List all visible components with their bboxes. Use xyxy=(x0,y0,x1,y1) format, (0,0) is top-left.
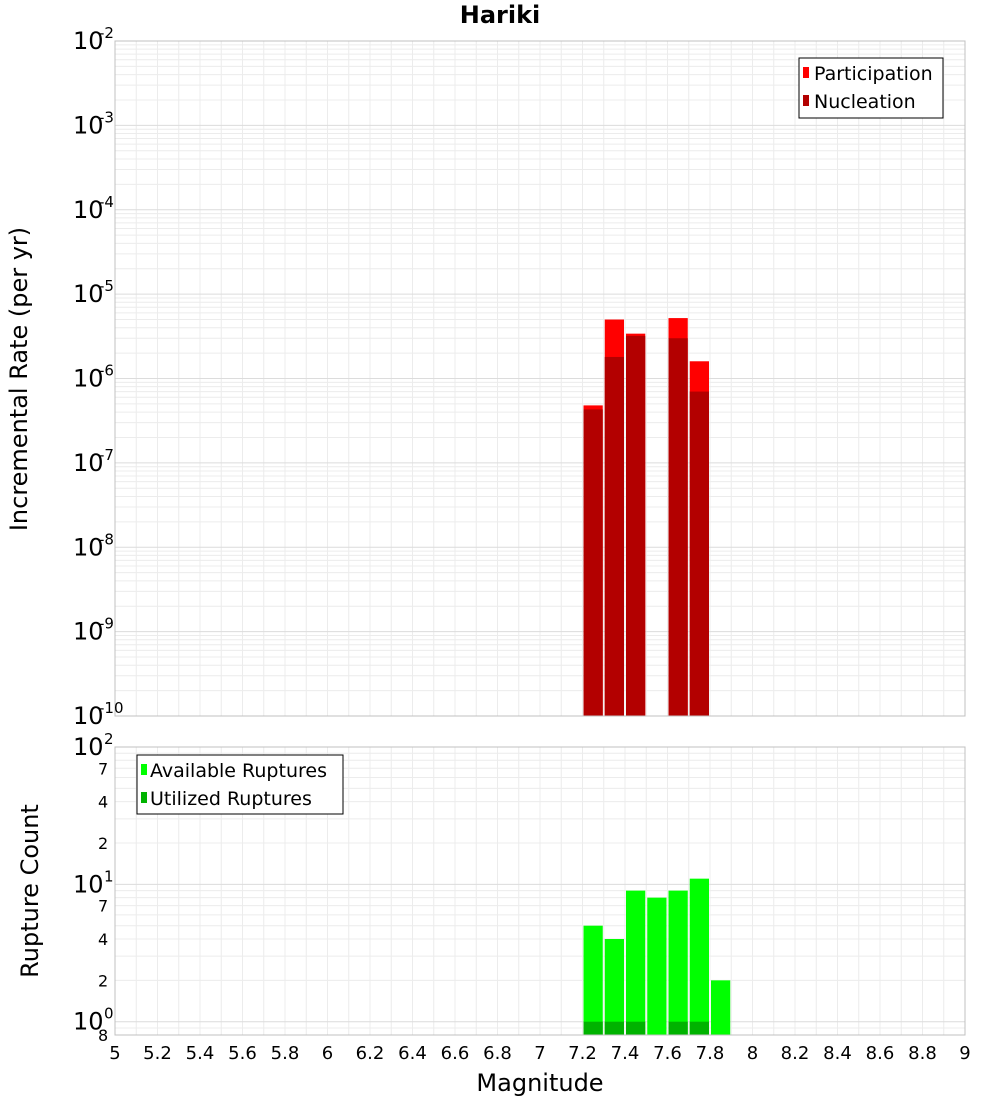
rate-plot-grid xyxy=(114,41,966,717)
x-tick-label: 8.8 xyxy=(908,1043,937,1064)
y-tick-minor-label: 2 xyxy=(98,971,108,990)
x-tick-label: 5.4 xyxy=(186,1043,215,1064)
x-tick-label: 5.6 xyxy=(228,1043,257,1064)
legend-label-utilized-ruptures: Utilized Ruptures xyxy=(150,788,312,810)
available-ruptures-bar xyxy=(583,925,603,1035)
utilized-ruptures-bar xyxy=(626,1021,646,1035)
y-tick-minor-label: 4 xyxy=(98,930,108,949)
y-tick-label: 10 xyxy=(73,27,104,55)
x-tick-label: 7 xyxy=(534,1043,545,1064)
rate-legend-box xyxy=(798,57,944,119)
x-tick-label: 5.8 xyxy=(271,1043,300,1064)
x-tick-label: 7.8 xyxy=(696,1043,725,1064)
y-tick-label: 10 xyxy=(73,365,104,393)
y-tick-exponent: -2 xyxy=(99,24,114,42)
x-tick-label: 7.6 xyxy=(653,1043,682,1064)
rate-plot-bars xyxy=(583,318,709,716)
utilized-ruptures-bar xyxy=(583,1021,603,1035)
nucleation-bar xyxy=(626,335,646,716)
available-ruptures-bar xyxy=(604,939,624,1035)
y-tick-exponent: -7 xyxy=(99,446,114,464)
x-tick-label: 8.4 xyxy=(823,1043,852,1064)
available-ruptures-bar xyxy=(626,890,646,1035)
y-tick-exponent: -6 xyxy=(99,362,114,380)
nucleation-bar xyxy=(604,356,624,716)
nucleation-bar xyxy=(668,338,688,716)
rupture-legend-box xyxy=(136,754,344,815)
y-tick-label: 10 xyxy=(73,280,104,308)
y-tick-exponent: -3 xyxy=(99,108,114,126)
legend-label-available-ruptures: Available Ruptures xyxy=(150,760,327,782)
legend-swatch-participation xyxy=(803,67,809,78)
x-tick-label: 7.4 xyxy=(611,1043,640,1064)
y-tick-exponent: 1 xyxy=(104,867,114,885)
x-tick-label: 7.2 xyxy=(568,1043,597,1064)
legend-swatch-nucleation xyxy=(803,95,809,106)
y-tick-label: 10 xyxy=(73,733,104,761)
y-tick-label: 10 xyxy=(73,702,104,730)
y-tick-label: 10 xyxy=(73,533,104,561)
nucleation-bar xyxy=(583,409,603,716)
rupture-legend: Available Ruptures Utilized Ruptures xyxy=(136,754,344,815)
y-tick-label: 10 xyxy=(73,111,104,139)
x-axis-title: Magnitude xyxy=(476,1069,603,1097)
y-tick-minor-label: 4 xyxy=(98,793,108,812)
y-tick-exponent: -9 xyxy=(99,615,114,633)
x-tick-label: 9 xyxy=(959,1043,970,1064)
x-tick-label: 5 xyxy=(109,1043,120,1064)
legend-label-nucleation: Nucleation xyxy=(814,91,916,113)
y-tick-minor-label: 2 xyxy=(98,834,108,853)
y-tick-label: 10 xyxy=(73,1008,104,1036)
y-tick-label: 10 xyxy=(73,449,104,477)
legend-label-participation: Participation xyxy=(814,63,933,85)
chart-title: Hariki xyxy=(460,1,541,29)
y-tick-label: 10 xyxy=(73,618,104,646)
y-tick-exponent: -8 xyxy=(99,530,114,548)
nucleation-bar xyxy=(689,391,709,716)
available-ruptures-bar xyxy=(711,980,731,1035)
x-tick-label: 6.2 xyxy=(356,1043,385,1064)
y-tick-minor-label: 7 xyxy=(98,897,108,916)
rupture-plot-border xyxy=(114,746,966,1036)
x-tick-labels: 5 5.2 5.4 5.6 5.8 6 6.2 6.4 6.6 6.8 7 7.2 7.4 7.6 7.8 8… xyxy=(109,1043,970,1064)
x-tick-label: 6.4 xyxy=(398,1043,427,1064)
available-ruptures-bar xyxy=(668,890,688,1035)
y-tick-label: 10 xyxy=(73,870,104,898)
rupture-plot-bars xyxy=(583,878,731,1035)
x-tick-label: 5.2 xyxy=(143,1043,172,1064)
legend-swatch-available-ruptures xyxy=(141,764,147,775)
utilized-ruptures-bar xyxy=(689,1021,709,1035)
y-tick-exponent: 0 xyxy=(104,1005,114,1023)
y-tick-minor-label: 8 xyxy=(98,1026,108,1045)
x-tick-label: 8 xyxy=(747,1043,758,1064)
utilized-ruptures-bar xyxy=(604,1021,624,1035)
available-ruptures-bar xyxy=(689,878,709,1035)
y-tick-minor-label: 7 xyxy=(98,759,108,778)
x-tick-label: 8.6 xyxy=(866,1043,895,1064)
legend-swatch-utilized-ruptures xyxy=(141,792,147,803)
y-tick-exponent: 2 xyxy=(104,730,114,748)
x-tick-label: 6.6 xyxy=(441,1043,470,1064)
x-tick-label: 6 xyxy=(322,1043,333,1064)
x-tick-label: 6.8 xyxy=(483,1043,512,1064)
rate-y-axis-title: Incremental Rate (per yr) xyxy=(5,227,33,531)
y-tick-exponent: -4 xyxy=(99,193,114,211)
available-ruptures-bar xyxy=(647,897,667,1035)
rate-legend: Participation Nucleation xyxy=(798,57,944,119)
rate-plot-border xyxy=(114,40,966,717)
y-tick-exponent: -10 xyxy=(99,699,124,717)
y-tick-exponent: -5 xyxy=(99,277,114,295)
utilized-ruptures-bar xyxy=(668,1021,688,1035)
rupture-y-axis-title: Rupture Count xyxy=(16,804,44,978)
x-tick-label: 8.2 xyxy=(781,1043,810,1064)
y-tick-label: 10 xyxy=(73,196,104,224)
